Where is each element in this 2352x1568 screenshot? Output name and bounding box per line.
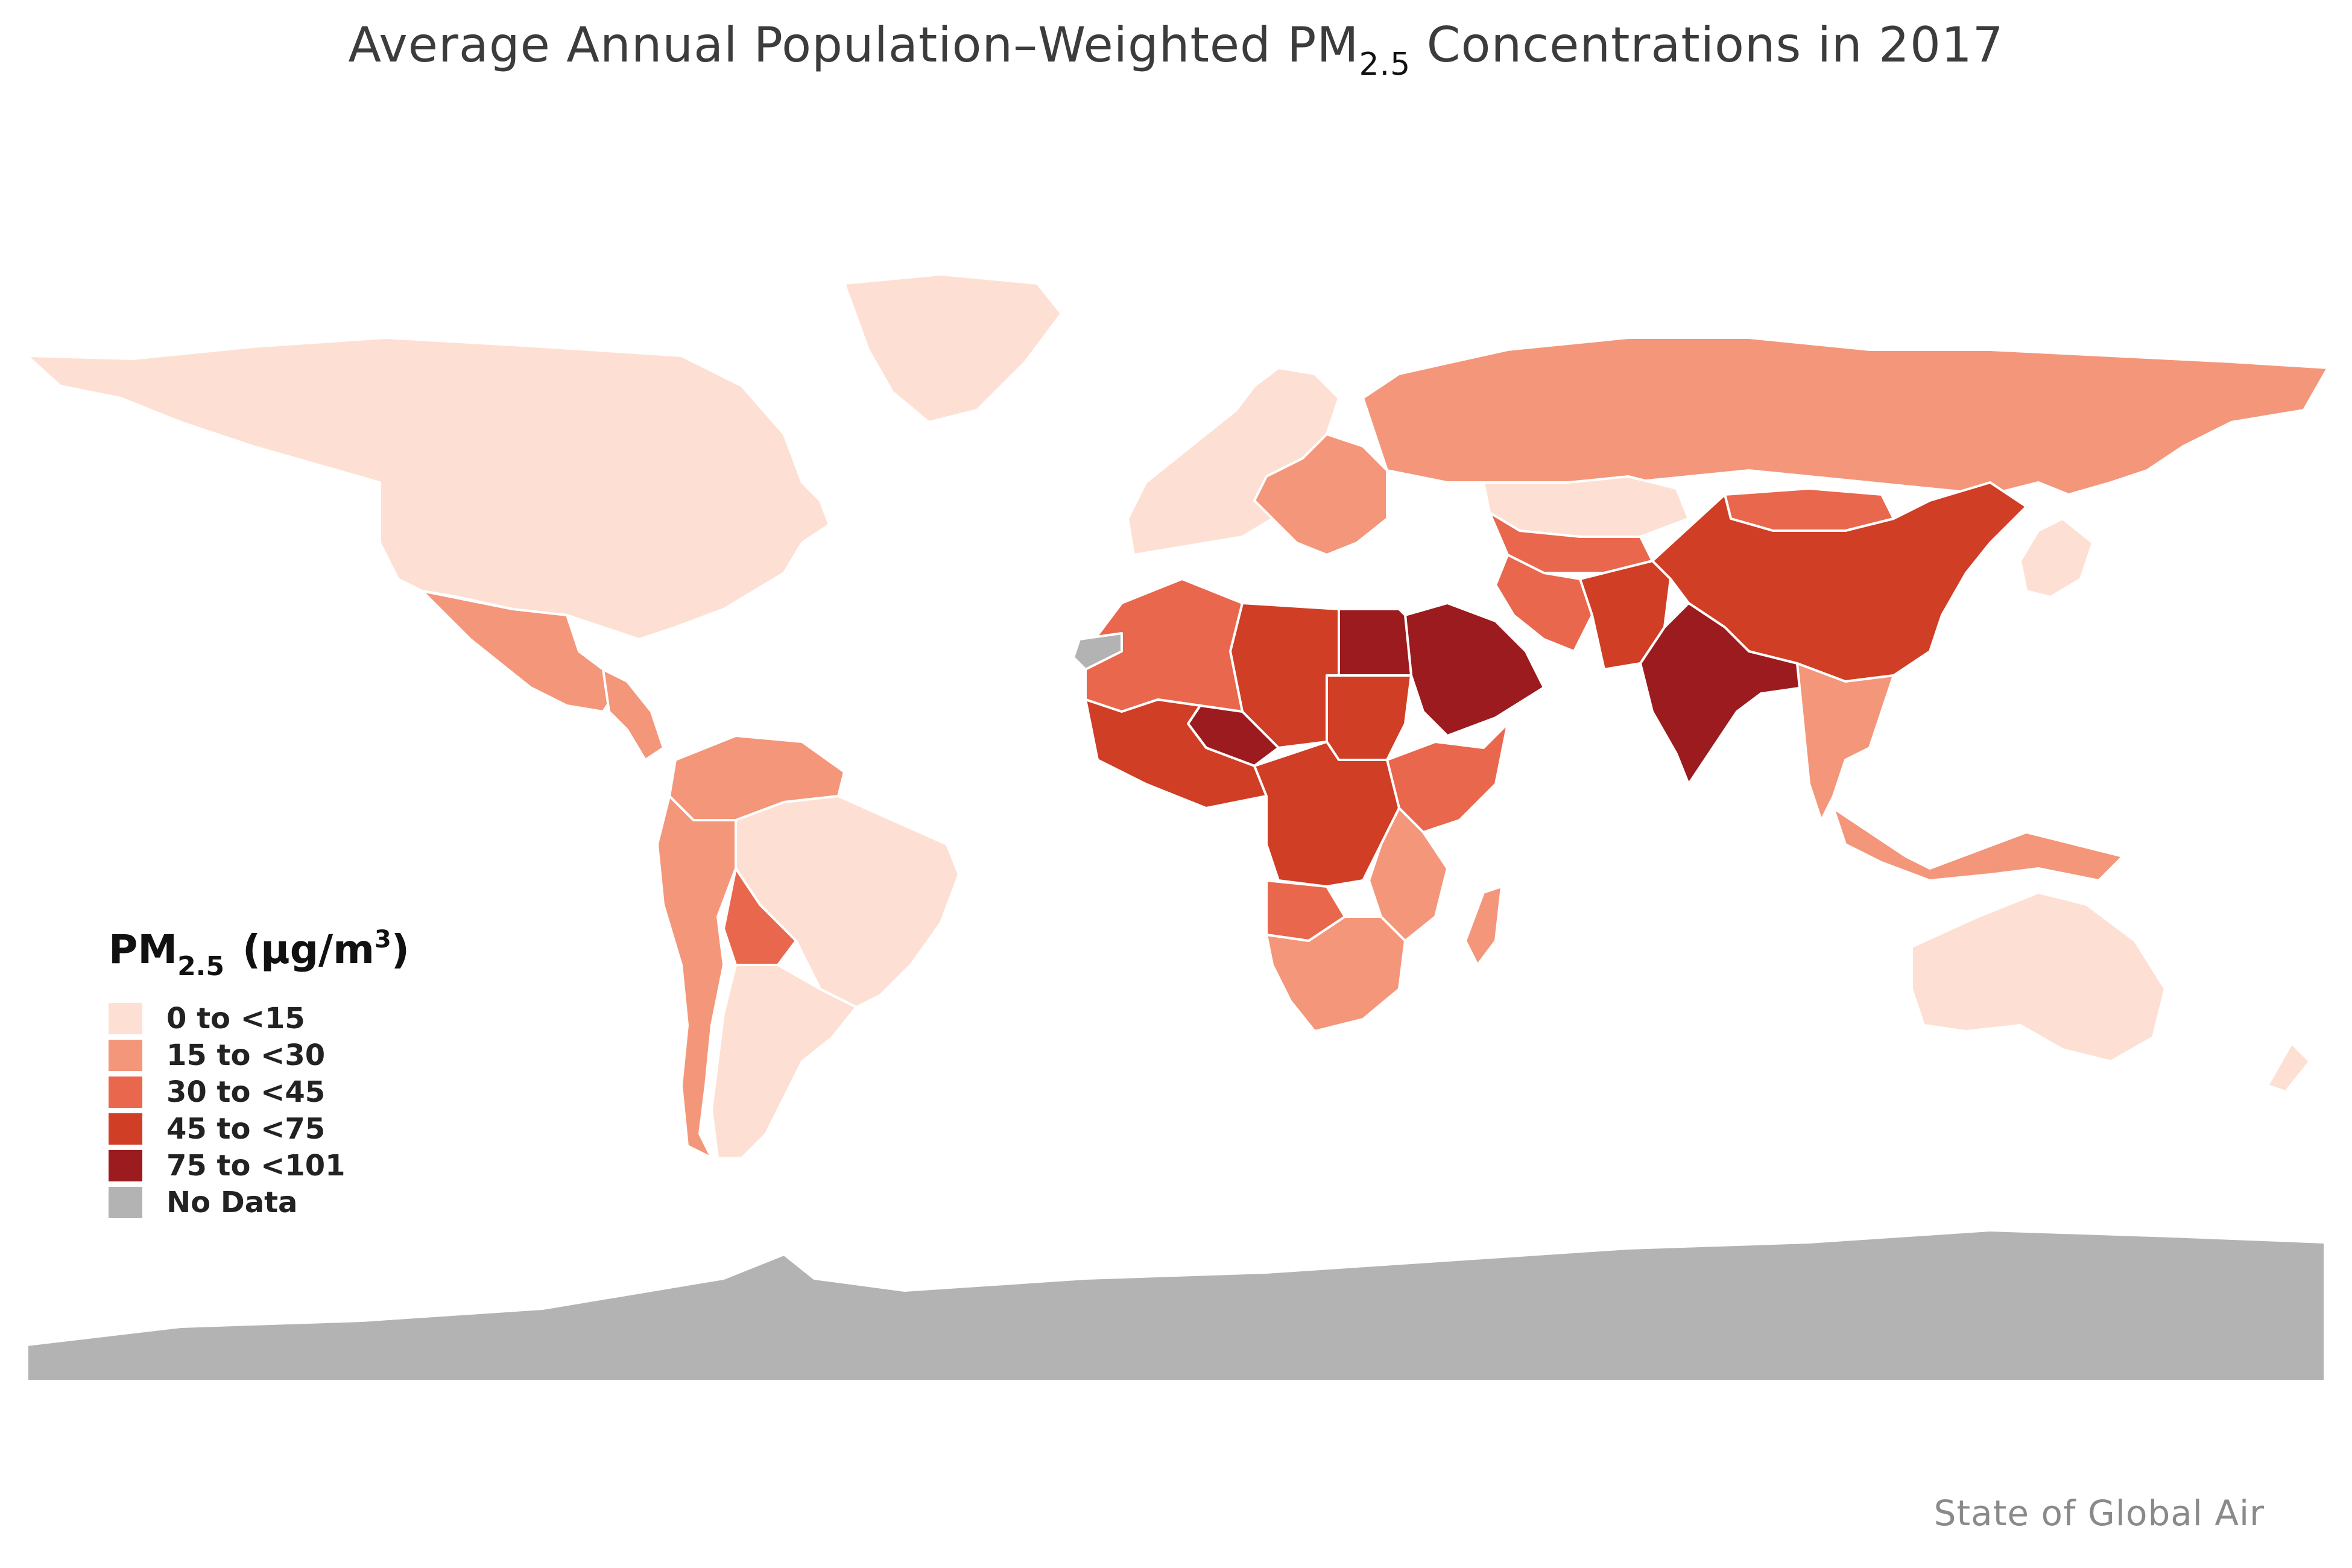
legend-label: 75 to <101 — [166, 1148, 346, 1183]
title-prefix: Average Annual Population–Weighted PM — [348, 17, 1359, 73]
region-southern-africa[interactable] — [1265, 915, 1406, 1032]
legend-swatch — [109, 1113, 142, 1145]
region-sudan[interactable] — [1326, 674, 1412, 761]
region-antarctica[interactable] — [26, 1229, 2326, 1382]
legend-title-main: PM — [109, 926, 178, 973]
legend-item[interactable]: 30 to <45 — [109, 1073, 409, 1110]
legend-title: PM2.5 (μg/m3) — [109, 926, 409, 982]
legend-item[interactable]: 15 to <30 — [109, 1037, 409, 1073]
legend-item[interactable]: 45 to <75 — [109, 1110, 409, 1147]
title-suffix: Concentrations in 2017 — [1411, 17, 2004, 73]
region-eastern-europe[interactable] — [1253, 433, 1388, 556]
region-iran[interactable] — [1494, 554, 1593, 653]
region-russia[interactable] — [1362, 337, 2329, 496]
region-southeast-asia[interactable] — [1796, 662, 1895, 821]
region-nigeria-sahel[interactable] — [1084, 698, 1268, 809]
legend-item[interactable]: 75 to <101 — [109, 1147, 409, 1184]
legend-label: 15 to <30 — [166, 1038, 326, 1072]
legend-item[interactable]: No Data — [109, 1184, 409, 1221]
chart-title: Average Annual Population–Weighted PM2.5… — [0, 17, 2352, 83]
region-andes[interactable] — [656, 795, 737, 1159]
legend-swatch — [109, 1002, 142, 1034]
title-subscript: 2.5 — [1359, 46, 1411, 83]
region-north-america[interactable] — [26, 337, 830, 640]
legend-swatch — [109, 1186, 142, 1218]
legend-swatch — [109, 1149, 142, 1181]
legend-label: No Data — [166, 1185, 298, 1219]
region-new-zealand[interactable] — [2266, 1042, 2311, 1093]
legend-label: 0 to <15 — [166, 1001, 305, 1035]
region-japan-korea[interactable] — [2019, 517, 2094, 598]
region-mexico[interactable] — [421, 590, 616, 713]
legend-title-units-open: (μg/m — [242, 926, 375, 973]
legend-title-units-sup: 3 — [374, 926, 391, 953]
region-australia[interactable] — [1911, 891, 2166, 1063]
legend-label: 30 to <45 — [166, 1075, 326, 1109]
region-madagascar[interactable] — [1464, 885, 1503, 966]
region-egypt[interactable] — [1338, 608, 1412, 677]
region-argentina-chile[interactable] — [710, 964, 858, 1159]
region-arabia[interactable] — [1404, 602, 1545, 737]
legend-title-sub: 2.5 — [177, 951, 225, 982]
region-indonesia[interactable] — [1832, 807, 2124, 882]
region-western-sahara[interactable] — [1072, 632, 1123, 671]
region-greenland[interactable] — [843, 273, 1063, 423]
legend-title-units-close: ) — [391, 926, 409, 973]
legend-swatch — [109, 1039, 142, 1071]
region-central-america[interactable] — [602, 668, 665, 761]
region-east-africa[interactable] — [1368, 807, 1449, 942]
legend: PM2.5 (μg/m3) 0 to <15 15 to <30 30 to <4… — [109, 926, 409, 1221]
source-credit: State of Global Air — [1933, 1493, 2265, 1534]
legend-swatch — [109, 1076, 142, 1108]
legend-label: 45 to <75 — [166, 1111, 326, 1146]
legend-item[interactable]: 0 to <15 — [109, 1000, 409, 1037]
region-central-africa[interactable] — [1253, 741, 1400, 888]
region-india[interactable] — [1639, 602, 1804, 785]
